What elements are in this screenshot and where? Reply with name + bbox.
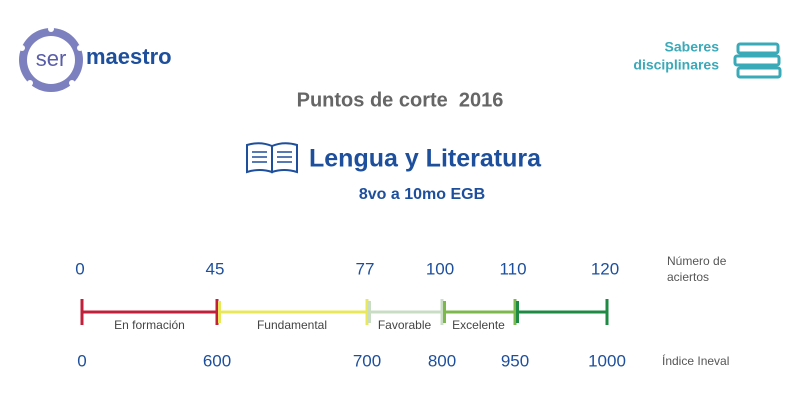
segment-label: Excelente bbox=[452, 318, 505, 332]
scale-tick bbox=[605, 299, 609, 325]
ineval-value: 1000 bbox=[588, 351, 626, 370]
segment-label: En formación bbox=[114, 318, 185, 332]
subject-name: Lengua y Literatura bbox=[309, 145, 542, 173]
scale-segment bbox=[442, 310, 515, 314]
logo: ser maestro bbox=[19, 26, 172, 92]
aciertos-value: 100 bbox=[426, 259, 454, 278]
scale-segment bbox=[217, 310, 367, 314]
ineval-label: Índice Ineval bbox=[662, 353, 729, 368]
scale-tick bbox=[368, 301, 371, 323]
scale-tick bbox=[440, 299, 444, 325]
aciertos-label: aciertos bbox=[667, 270, 709, 284]
aciertos-value: 120 bbox=[591, 259, 619, 278]
ineval-value: 700 bbox=[353, 351, 381, 370]
logo-ser: ser bbox=[36, 46, 67, 71]
badge-line: disciplinares bbox=[633, 57, 719, 73]
aciertos-value: 77 bbox=[356, 259, 375, 278]
ineval-value: 950 bbox=[501, 351, 529, 370]
aciertos-value: 110 bbox=[499, 259, 526, 278]
ineval-value: 600 bbox=[203, 351, 231, 370]
aciertos-value: 45 bbox=[206, 259, 225, 278]
scale-tick bbox=[516, 301, 519, 323]
segment-label: Fundamental bbox=[257, 318, 327, 332]
segment-label: Favorable bbox=[378, 318, 432, 332]
subject-level: 8vo a 10mo EGB bbox=[359, 186, 485, 203]
title: Puntos de corte 2016 bbox=[297, 89, 504, 111]
aciertos-label: Número de bbox=[667, 254, 727, 268]
ineval-value: 0 bbox=[77, 351, 86, 370]
badge-line: Saberes bbox=[665, 39, 720, 55]
scale-segment bbox=[367, 310, 442, 314]
scale-tick bbox=[365, 299, 369, 325]
scale-tick bbox=[218, 301, 221, 323]
logo-maestro: maestro bbox=[86, 44, 172, 69]
books-icon bbox=[733, 42, 782, 79]
ineval-value: 800 bbox=[428, 351, 456, 370]
book-icon bbox=[246, 142, 298, 174]
scale-segment bbox=[515, 310, 607, 314]
scale-tick bbox=[443, 301, 446, 323]
aciertos-value: 0 bbox=[75, 259, 84, 278]
scale: En formación Fundamental Favorable Excelent… bbox=[75, 259, 626, 370]
scale-tick bbox=[215, 299, 219, 325]
scale-segment bbox=[82, 310, 217, 314]
scale-tick bbox=[513, 299, 517, 325]
scale-tick bbox=[80, 299, 84, 325]
